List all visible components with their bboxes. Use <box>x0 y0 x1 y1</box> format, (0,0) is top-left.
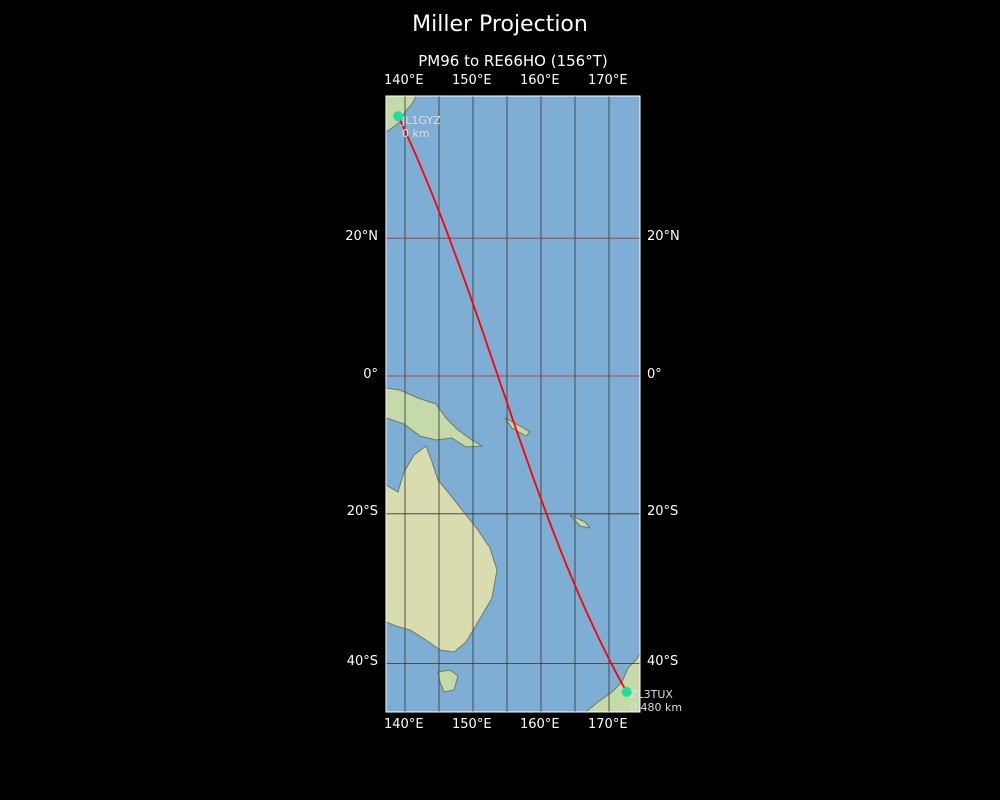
end-callsign: ZL3TUX <box>630 688 673 701</box>
bottom-lon-label: 150°E <box>452 717 492 732</box>
top-lon-label: 150°E <box>452 73 492 88</box>
right-lat-label: 40°S <box>647 654 679 669</box>
left-lat-label: 20°N <box>345 229 378 244</box>
right-lat-label: 0° <box>647 367 662 382</box>
left-lat-label: 40°S <box>346 654 378 669</box>
top-lon-label: 170°E <box>588 73 628 88</box>
end-marker[interactable] <box>621 686 632 697</box>
map-title: Miller Projection <box>412 12 588 37</box>
bottom-lon-label: 170°E <box>588 717 628 732</box>
map-frame <box>385 95 641 713</box>
start-callsign: JL1GYZ <box>402 114 441 127</box>
land-new-zealand <box>585 653 640 712</box>
land-solomon-islands <box>504 417 531 437</box>
right-lat-label: 20°S <box>647 504 679 519</box>
graticule <box>386 96 640 712</box>
bottom-lon-label: 140°E <box>384 717 424 732</box>
land-new-guinea <box>386 387 484 448</box>
land-tasmania <box>437 669 459 693</box>
start-distance: 0 km <box>402 127 430 140</box>
top-lon-label: 140°E <box>384 73 424 88</box>
end-label: ZL3TUX 9,480 km <box>630 688 682 714</box>
end-distance: 9,480 km <box>630 701 683 714</box>
land-australia <box>386 445 498 653</box>
start-label: JL1GYZ 0 km <box>402 114 441 140</box>
left-lat-label: 0° <box>363 367 378 382</box>
left-lat-label: 20°S <box>346 504 378 519</box>
start-marker[interactable] <box>393 111 404 122</box>
bottom-lon-label: 160°E <box>520 717 560 732</box>
map-subtitle: PM96 to RE66HO (156°T) <box>418 52 608 70</box>
great-circle-path <box>397 115 628 693</box>
right-lat-label: 20°N <box>647 229 680 244</box>
top-lon-label: 160°E <box>520 73 560 88</box>
